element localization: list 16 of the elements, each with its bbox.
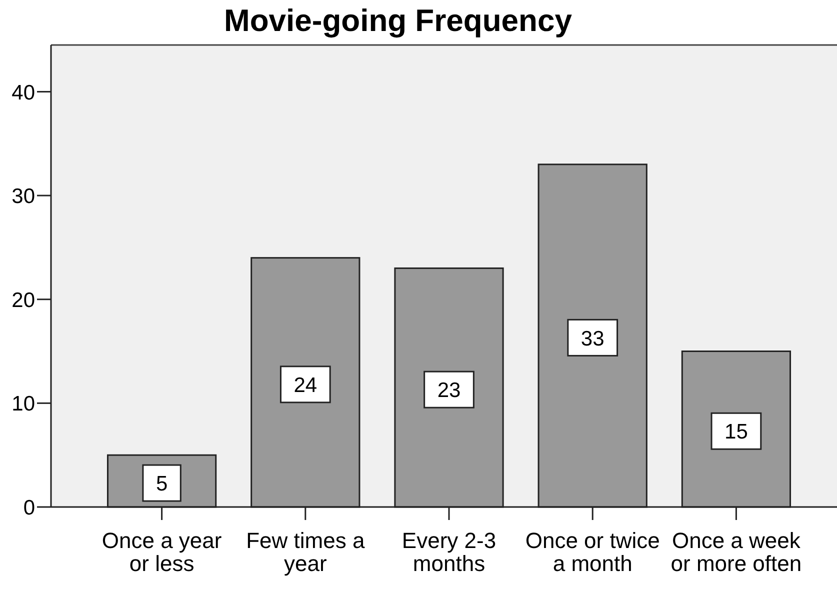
x-tick-label: Once or twice a month: [525, 528, 660, 576]
data-label: 24: [294, 374, 318, 397]
y-tick-label: 0: [23, 496, 35, 520]
y-tick-label: 10: [12, 392, 35, 416]
x-tick-label: Once a week or more often: [670, 528, 802, 576]
data-label: 33: [580, 327, 604, 350]
x-tick-label: Once a year or less: [102, 528, 222, 576]
data-label: 23: [437, 379, 461, 402]
x-tick-label: Every 2-3 months: [402, 528, 496, 576]
data-label: 5: [156, 472, 168, 496]
y-tick-label: 40: [12, 81, 35, 104]
y-tick-label: 20: [12, 288, 35, 312]
data-label: 15: [724, 420, 748, 444]
x-tick-label: Few times a year: [246, 528, 366, 576]
y-tick-label: 30: [12, 185, 35, 208]
chart-title: Movie-going Frequency: [224, 3, 573, 38]
